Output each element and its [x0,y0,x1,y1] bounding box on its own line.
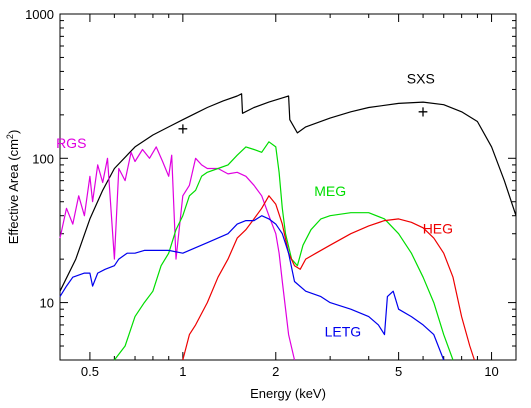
series-line-heg [182,195,475,361]
series-line-rgs [59,146,296,361]
x-tick-label: 1 [179,364,186,379]
series-line-sxs [59,93,517,292]
y-axis-label-text: Effective Area (cm [6,139,21,244]
y-axis-label: Effective Area (cm2) [5,130,21,245]
plus-marker: + [178,119,189,139]
series-label-letg: LETG [325,324,362,340]
ticks-layer: 0.5 1 2 5 10 10 100 1000 [25,7,516,379]
x-tick-label: 0.5 [81,364,99,379]
plot-area [59,13,517,361]
y-tick-label: 1000 [25,7,54,22]
y-tick-label: 100 [32,151,54,166]
plus-marker: + [418,102,429,122]
series-line-meg [113,141,454,361]
series-label-sxs: SXS [407,70,435,86]
x-axis-label: Energy (keV) [250,386,326,401]
markers-layer: ++ [178,102,429,139]
x-tick-label: 2 [272,364,279,379]
series-line-letg [59,215,445,361]
series-layer [59,93,517,361]
x-tick-label: 5 [395,364,402,379]
y-axis-label-close: ) [6,130,21,134]
series-label-meg: MEG [314,183,346,199]
y-tick-label: 10 [40,296,54,311]
labels-layer: SXS RGS MEG HEG LETG [56,70,453,339]
series-label-heg: HEG [423,221,453,237]
y-axis-label-sup: 2 [5,134,15,139]
series-label-rgs: RGS [56,135,86,151]
x-tick-label: 10 [484,364,498,379]
